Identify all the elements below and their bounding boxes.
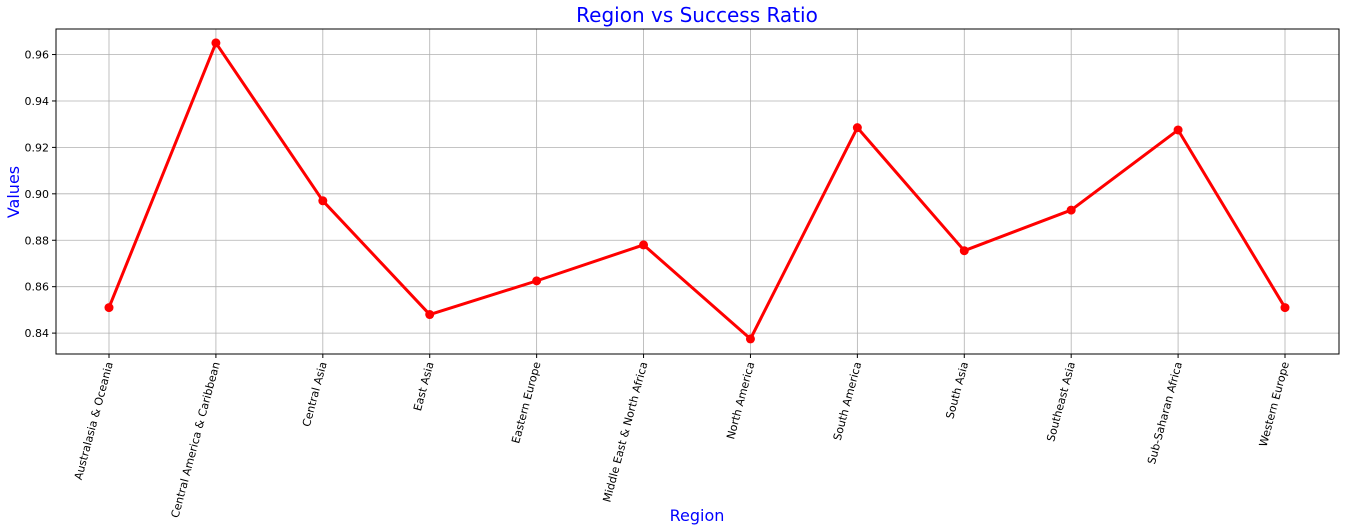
series-success-ratio (104, 38, 1290, 344)
x-tick-label: Central Asia (300, 360, 330, 428)
x-tick-label: South America (831, 360, 864, 441)
data-point (745, 334, 755, 344)
y-tick-label: 0.84 (25, 327, 50, 340)
data-point (1066, 205, 1076, 215)
x-tick-label: Western Europe (1257, 360, 1292, 448)
data-point (425, 310, 435, 320)
data-point (211, 38, 221, 48)
x-axis-label: Region (670, 506, 725, 525)
x-tick-label: North America (724, 360, 757, 440)
x-tick-label: Australasia & Oceania (72, 360, 116, 481)
series-line (107, 41, 1287, 341)
data-point (104, 303, 114, 313)
x-tick-label: Middle East & North Africa (600, 360, 650, 503)
data-point (959, 246, 969, 256)
x-tick-label: Sub-Saharan Africa (1145, 360, 1185, 465)
chart-title: Region vs Success Ratio (576, 3, 818, 27)
data-point (318, 196, 328, 206)
grid (56, 29, 1339, 354)
y-tick-label: 0.90 (25, 188, 50, 201)
data-point (532, 276, 542, 286)
data-point (852, 123, 862, 133)
y-axis-label: Values (4, 166, 23, 218)
y-tick-label: 0.94 (25, 95, 50, 108)
y-tick-label: 0.86 (25, 281, 50, 294)
plot-frame (55, 28, 1340, 355)
x-axis-ticks: Australasia & Oceania Central America & C… (72, 354, 1292, 519)
x-tick-label: Southeast Asia (1044, 360, 1078, 443)
y-tick-label: 0.96 (25, 49, 50, 62)
y-tick-label: 0.92 (25, 141, 50, 154)
x-tick-label: Eastern Europe (509, 360, 543, 445)
data-point (639, 240, 649, 250)
data-point (1173, 125, 1183, 135)
x-tick-label: Central America & Caribbean (169, 360, 223, 519)
data-point (1280, 303, 1290, 313)
y-axis-ticks: 0.84 0.86 0.88 0.90 0.92 0.94 0.96 (25, 49, 56, 340)
x-tick-label: East Asia (411, 360, 437, 412)
y-tick-label: 0.88 (25, 234, 50, 247)
x-tick-label: South Asia (943, 360, 971, 420)
